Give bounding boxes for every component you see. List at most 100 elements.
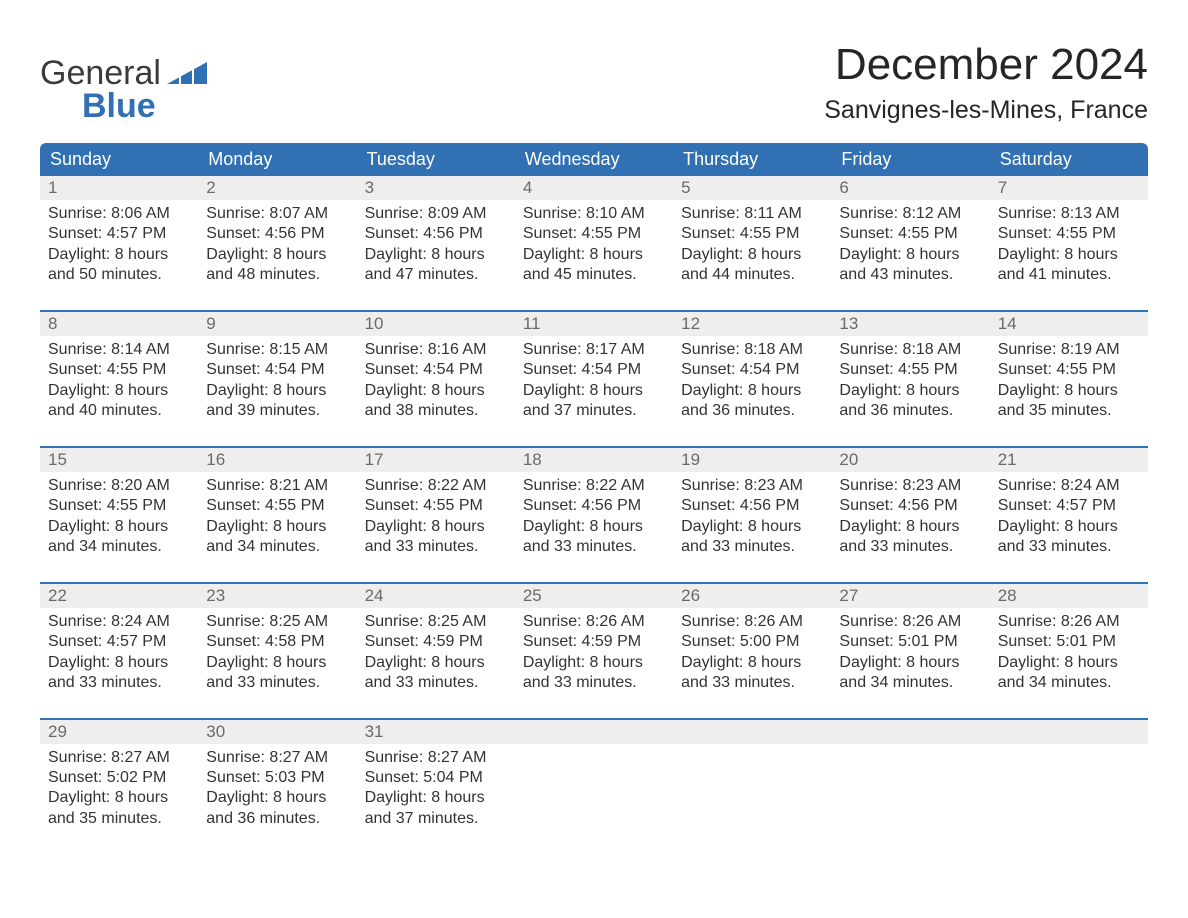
day-number: 10 (357, 312, 515, 336)
sunset-text: Sunset: 4:56 PM (681, 496, 823, 516)
day-number: 4 (515, 176, 673, 200)
col-header-saturday: Saturday (990, 143, 1148, 176)
sunset-text: Sunset: 4:54 PM (206, 360, 348, 380)
day-cell: Sunrise: 8:25 AMSunset: 4:59 PMDaylight:… (357, 608, 515, 718)
sunset-text: Sunset: 4:55 PM (681, 224, 823, 244)
daylight-line2: and 48 minutes. (206, 265, 348, 285)
sunset-text: Sunset: 4:55 PM (998, 360, 1140, 380)
day-details-row: Sunrise: 8:06 AMSunset: 4:57 PMDaylight:… (40, 200, 1148, 310)
sunrise-text: Sunrise: 8:27 AM (365, 748, 507, 768)
sunrise-text: Sunrise: 8:19 AM (998, 340, 1140, 360)
daylight-line2: and 33 minutes. (365, 537, 507, 557)
day-number: 26 (673, 584, 831, 608)
sunset-text: Sunset: 4:56 PM (839, 496, 981, 516)
day-cell: Sunrise: 8:10 AMSunset: 4:55 PMDaylight:… (515, 200, 673, 310)
sunset-text: Sunset: 5:00 PM (681, 632, 823, 652)
day-cell: Sunrise: 8:15 AMSunset: 4:54 PMDaylight:… (198, 336, 356, 446)
day-number: 25 (515, 584, 673, 608)
day-number: 7 (990, 176, 1148, 200)
daylight-line2: and 36 minutes. (839, 401, 981, 421)
daylight-line2: and 36 minutes. (681, 401, 823, 421)
daylight-line2: and 39 minutes. (206, 401, 348, 421)
daylight-line2: and 34 minutes. (48, 537, 190, 557)
sunset-text: Sunset: 4:56 PM (365, 224, 507, 244)
daylight-line1: Daylight: 8 hours (839, 517, 981, 537)
sunset-text: Sunset: 4:55 PM (998, 224, 1140, 244)
sunrise-text: Sunrise: 8:26 AM (839, 612, 981, 632)
day-cell: Sunrise: 8:24 AMSunset: 4:57 PMDaylight:… (40, 608, 198, 718)
daylight-line2: and 43 minutes. (839, 265, 981, 285)
daylight-line1: Daylight: 8 hours (523, 245, 665, 265)
daylight-line1: Daylight: 8 hours (998, 517, 1140, 537)
sunset-text: Sunset: 4:56 PM (523, 496, 665, 516)
sunset-text: Sunset: 4:54 PM (681, 360, 823, 380)
sunset-text: Sunset: 5:02 PM (48, 768, 190, 788)
col-header-thursday: Thursday (673, 143, 831, 176)
daylight-line1: Daylight: 8 hours (681, 245, 823, 265)
daylight-line1: Daylight: 8 hours (998, 381, 1140, 401)
day-cell (990, 744, 1148, 854)
col-header-monday: Monday (198, 143, 356, 176)
daylight-line1: Daylight: 8 hours (48, 517, 190, 537)
sunrise-text: Sunrise: 8:09 AM (365, 204, 507, 224)
daylight-line1: Daylight: 8 hours (48, 245, 190, 265)
day-number: 14 (990, 312, 1148, 336)
day-number: 31 (357, 720, 515, 744)
day-cell: Sunrise: 8:24 AMSunset: 4:57 PMDaylight:… (990, 472, 1148, 582)
daylight-line2: and 33 minutes. (523, 673, 665, 693)
daylight-line2: and 34 minutes. (998, 673, 1140, 693)
week-row: 1234567Sunrise: 8:06 AMSunset: 4:57 PMDa… (40, 176, 1148, 310)
day-number-row: 22232425262728 (40, 582, 1148, 608)
sunset-text: Sunset: 4:57 PM (998, 496, 1140, 516)
daylight-line1: Daylight: 8 hours (48, 381, 190, 401)
sunrise-text: Sunrise: 8:10 AM (523, 204, 665, 224)
day-number: 20 (831, 448, 989, 472)
daylight-line1: Daylight: 8 hours (523, 653, 665, 673)
week-row: 891011121314Sunrise: 8:14 AMSunset: 4:55… (40, 310, 1148, 446)
day-number: 1 (40, 176, 198, 200)
daylight-line2: and 45 minutes. (523, 265, 665, 285)
daylight-line2: and 36 minutes. (206, 809, 348, 829)
page-subtitle: Sanvignes-les-Mines, France (824, 96, 1148, 125)
day-number (515, 720, 673, 744)
daylight-line2: and 37 minutes. (365, 809, 507, 829)
day-cell: Sunrise: 8:26 AMSunset: 5:01 PMDaylight:… (831, 608, 989, 718)
day-cell: Sunrise: 8:06 AMSunset: 4:57 PMDaylight:… (40, 200, 198, 310)
sunrise-text: Sunrise: 8:26 AM (681, 612, 823, 632)
day-number: 17 (357, 448, 515, 472)
sunrise-text: Sunrise: 8:17 AM (523, 340, 665, 360)
sunrise-text: Sunrise: 8:26 AM (523, 612, 665, 632)
daylight-line1: Daylight: 8 hours (206, 245, 348, 265)
sunrise-text: Sunrise: 8:16 AM (365, 340, 507, 360)
day-number: 12 (673, 312, 831, 336)
sunrise-text: Sunrise: 8:22 AM (365, 476, 507, 496)
day-number: 13 (831, 312, 989, 336)
sunset-text: Sunset: 4:55 PM (48, 360, 190, 380)
day-number: 23 (198, 584, 356, 608)
sunset-text: Sunset: 4:55 PM (523, 224, 665, 244)
daylight-line1: Daylight: 8 hours (365, 517, 507, 537)
daylight-line2: and 33 minutes. (523, 537, 665, 557)
sunrise-text: Sunrise: 8:13 AM (998, 204, 1140, 224)
sunrise-text: Sunrise: 8:24 AM (998, 476, 1140, 496)
day-cell: Sunrise: 8:09 AMSunset: 4:56 PMDaylight:… (357, 200, 515, 310)
day-cell: Sunrise: 8:22 AMSunset: 4:56 PMDaylight:… (515, 472, 673, 582)
brand-word1: General (40, 54, 161, 93)
day-details-row: Sunrise: 8:20 AMSunset: 4:55 PMDaylight:… (40, 472, 1148, 582)
daylight-line1: Daylight: 8 hours (365, 245, 507, 265)
day-number: 3 (357, 176, 515, 200)
sunrise-text: Sunrise: 8:25 AM (206, 612, 348, 632)
sunrise-text: Sunrise: 8:11 AM (681, 204, 823, 224)
week-row: 15161718192021Sunrise: 8:20 AMSunset: 4:… (40, 446, 1148, 582)
daylight-line2: and 33 minutes. (998, 537, 1140, 557)
day-cell: Sunrise: 8:14 AMSunset: 4:55 PMDaylight:… (40, 336, 198, 446)
daylight-line2: and 38 minutes. (365, 401, 507, 421)
day-number: 30 (198, 720, 356, 744)
daylight-line2: and 33 minutes. (681, 673, 823, 693)
sunset-text: Sunset: 4:59 PM (523, 632, 665, 652)
day-number (673, 720, 831, 744)
calendar-table: Sunday Monday Tuesday Wednesday Thursday… (40, 143, 1148, 853)
daylight-line1: Daylight: 8 hours (48, 788, 190, 808)
sunset-text: Sunset: 4:57 PM (48, 632, 190, 652)
day-number: 18 (515, 448, 673, 472)
